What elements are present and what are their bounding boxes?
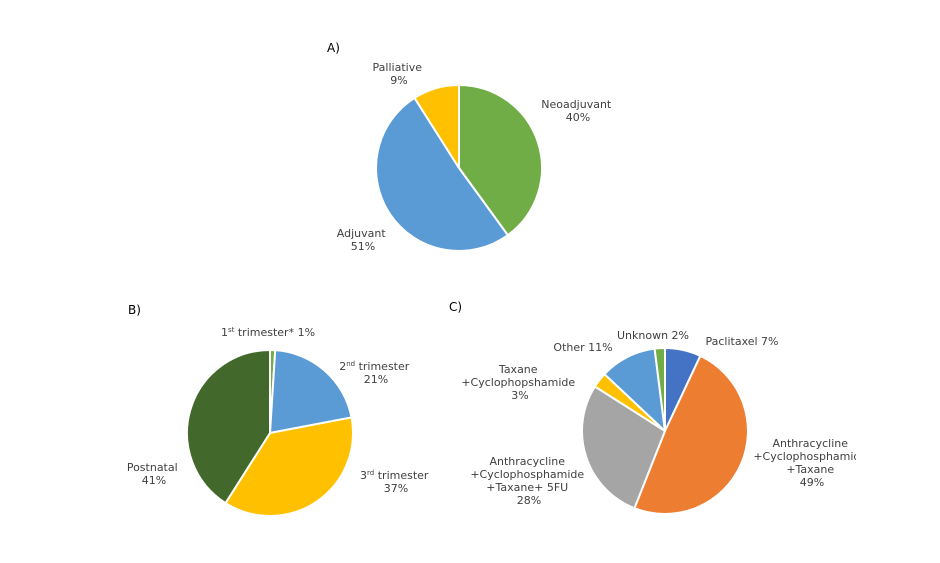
slice-b-3	[224, 416, 354, 517]
chart-b: B) 1st trimester* 1% 2nd trimester 21% 3…	[127, 303, 432, 517]
label-b-1st-trimester: 1st trimester* 1%	[221, 326, 315, 339]
panel-label-c: C)	[449, 300, 462, 314]
label-b-3rd-trimester: 3rd trimester 37%	[360, 469, 432, 495]
chart-a: A) Palliative 9% Neoadjuvant 40% Adjuvan…	[327, 41, 615, 253]
panel-label-a: A)	[327, 41, 340, 55]
slice-a-1	[458, 84, 543, 237]
slice-c-3	[581, 385, 666, 510]
slice-b-2	[269, 349, 353, 434]
label-b-postnatal: Postnatal 41%	[127, 461, 181, 487]
label-c-paclitaxel: Paclitaxel 7%	[705, 335, 778, 348]
slice-b-4	[186, 349, 271, 505]
label-b-2nd-trimester: 2nd trimester 21%	[339, 360, 413, 386]
slice-c-2	[633, 354, 749, 515]
label-c-other: Other 11%	[553, 341, 612, 354]
panel-label-b: B)	[128, 303, 141, 317]
label-c-unknown: Unknown 2%	[617, 329, 689, 342]
label-c-taxane-cyclo: Taxane +Cyclophopshamide 3%	[461, 363, 578, 402]
slice-a-2	[375, 96, 509, 252]
chart-c: C) Unknown 2% Paclitaxel 7% Other 11% Ta…	[449, 300, 870, 515]
pie-b-slices	[186, 348, 354, 517]
label-a-neoadjuvant: Neoadjuvant 40%	[541, 98, 615, 124]
pie-a-slices	[375, 84, 543, 252]
pie-c-slices	[581, 346, 749, 515]
label-c-act5fu: Anthracycline +Cyclophosphamide +Taxane+…	[470, 455, 587, 507]
label-c-act: Anthracycline +Cyclophosphamide +Taxane …	[753, 437, 870, 489]
slice-c-6	[653, 346, 666, 432]
label-a-adjuvant: Adjuvant 51%	[337, 227, 389, 253]
slice-a-3	[413, 84, 460, 169]
label-a-palliative: Palliative 9%	[373, 61, 426, 87]
